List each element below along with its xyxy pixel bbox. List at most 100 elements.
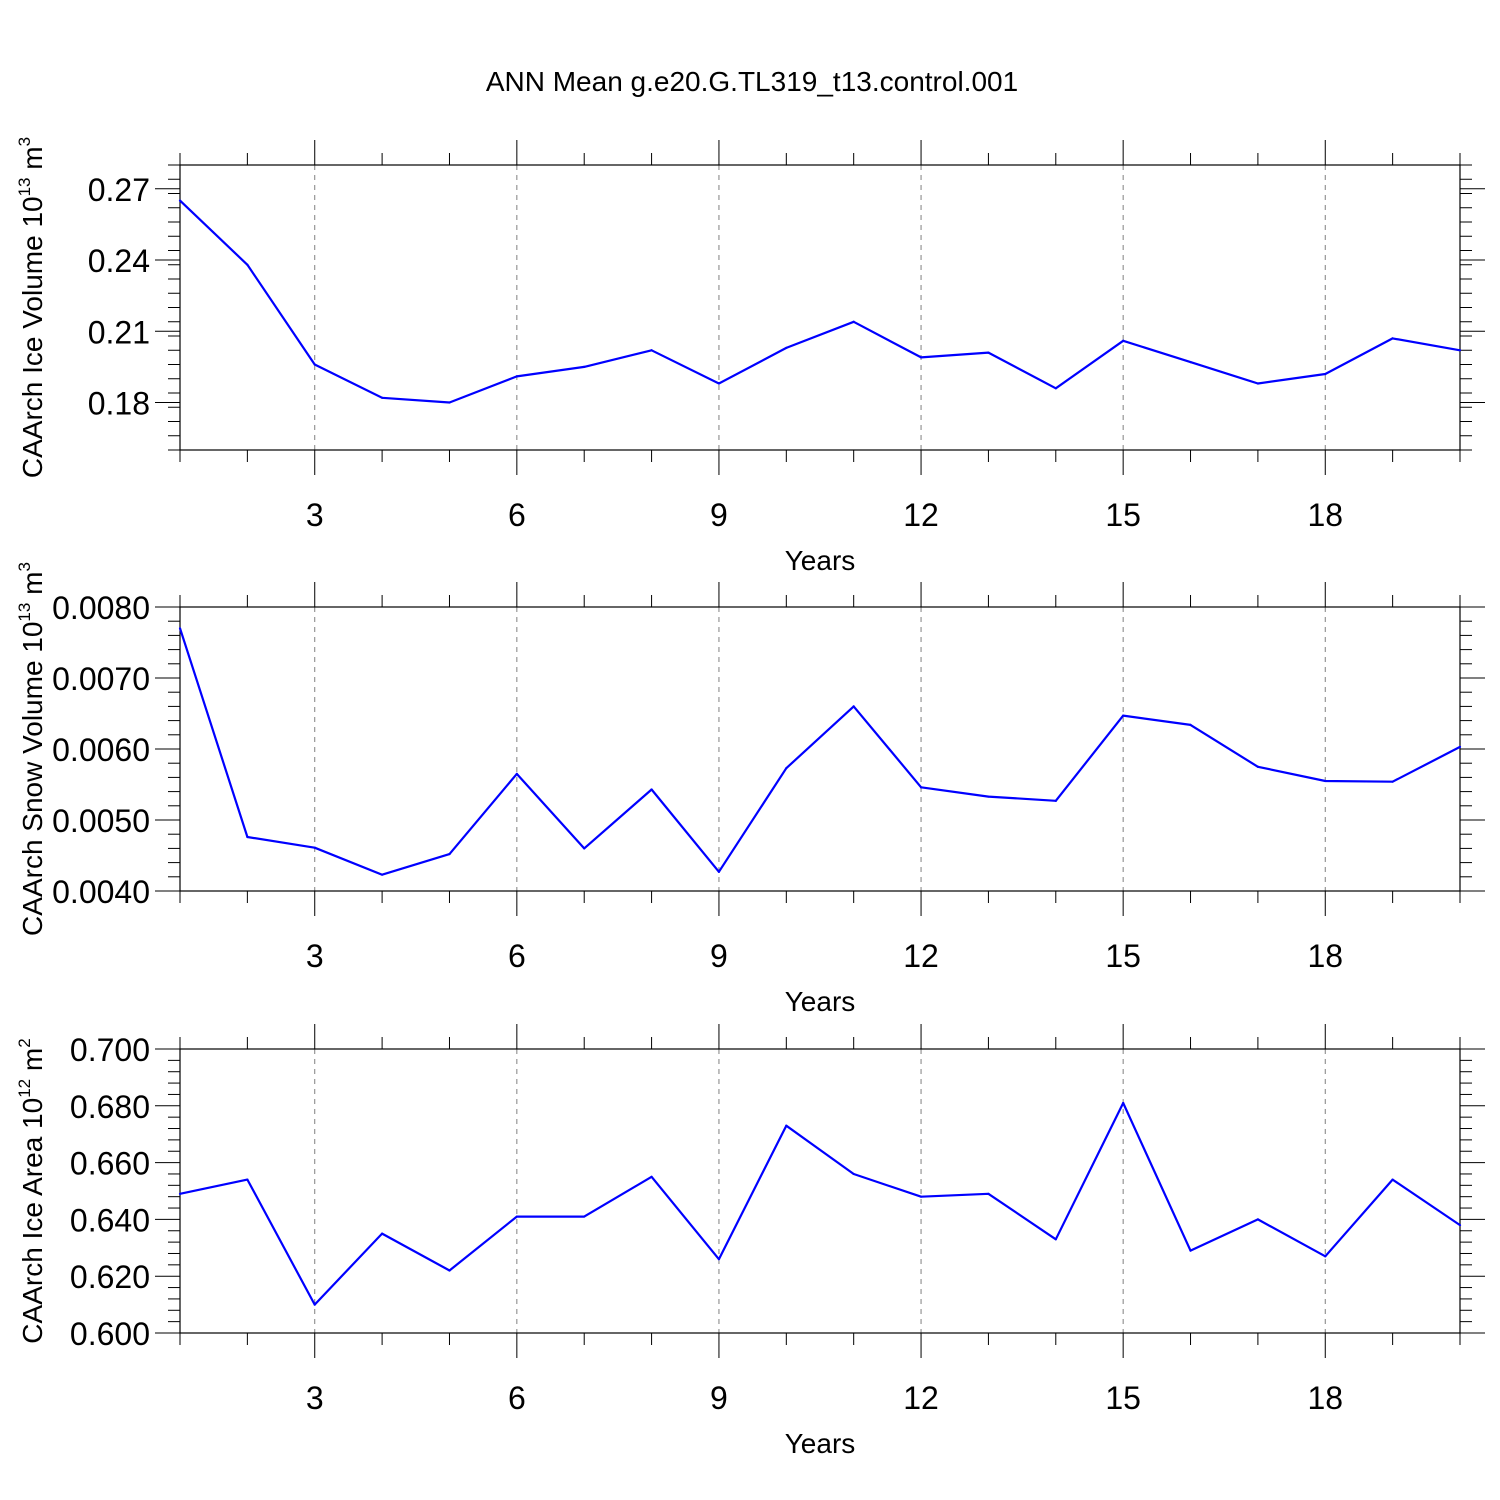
- y-tick-label: 0.18: [88, 386, 150, 422]
- data-point: [717, 382, 721, 385]
- data-point: [785, 767, 788, 770]
- data-point: [313, 1303, 316, 1306]
- x-tick-label: 6: [508, 1380, 526, 1416]
- y-tick-label: 0.0060: [52, 732, 150, 768]
- data-point: [1122, 1101, 1125, 1105]
- x-tick-label: 12: [903, 1380, 939, 1416]
- chart-panel-3: 3 6 9 12 15 18 0.600 0.620 0.640 0.660 0.680 0.700 Y…: [15, 1024, 1485, 1459]
- x-axis-label: Years: [785, 986, 856, 1017]
- y-axis-label: CAArch Snow Volume 1013 m3: [15, 562, 48, 936]
- data-point: [1324, 1255, 1327, 1258]
- y-axis-label: CAArch Ice Volume 1013 m3: [15, 137, 48, 478]
- data-point: [246, 835, 249, 839]
- x-tick-label: 15: [1105, 497, 1141, 533]
- series-line: [178, 627, 1461, 876]
- data-point: [987, 795, 990, 798]
- data-point: [1256, 765, 1259, 768]
- data-point: [1256, 1218, 1259, 1221]
- y-axis-label-part: 2: [15, 1038, 34, 1047]
- y-tick-label: 0.640: [70, 1202, 150, 1238]
- y-tick-label: 0.600: [70, 1316, 150, 1352]
- data-point: [1054, 387, 1057, 390]
- data-point: [852, 1172, 855, 1176]
- data-point: [785, 1124, 788, 1127]
- data-point: [515, 1215, 518, 1218]
- y-axis-label-part: m: [17, 146, 48, 177]
- data-point: [852, 320, 855, 323]
- data-point: [717, 870, 721, 873]
- chart-panel-1: 3 6 9 12 15 18 0.18 0.21 0.24 0.27 Years CAArch Ice…: [15, 137, 1485, 576]
- y-tick-label: 0.21: [88, 314, 150, 350]
- data-point: [1391, 337, 1394, 340]
- data-point: [515, 375, 518, 378]
- data-point: [515, 772, 518, 775]
- data-point: [1122, 339, 1125, 342]
- data-point: [919, 786, 923, 789]
- data-point: [1324, 779, 1327, 783]
- x-tick-label: 18: [1307, 938, 1343, 974]
- series-line: [179, 199, 1461, 404]
- data-point: [1458, 745, 1462, 748]
- y-axis-label-part: CAArch Snow Volume 10: [17, 622, 48, 936]
- x-tick-label: 18: [1307, 1380, 1343, 1416]
- y-axis-label-part: CAArch Ice Volume 10: [17, 196, 48, 478]
- x-tick-label: 18: [1307, 497, 1343, 533]
- x-tick-label: 6: [508, 938, 526, 974]
- series-line: [179, 1101, 1461, 1306]
- y-axis-label-part: 12: [15, 1079, 34, 1098]
- data-point: [1189, 1249, 1192, 1252]
- data-point: [785, 346, 788, 349]
- x-tick-label: 12: [903, 938, 939, 974]
- data-point: [178, 627, 182, 630]
- data-point: [583, 365, 586, 368]
- y-axis-label-part: 3: [15, 137, 34, 146]
- y-axis-label-part: m: [17, 1048, 48, 1079]
- data-point: [919, 1195, 923, 1198]
- x-tick-label: 3: [306, 1380, 324, 1416]
- x-tick-label: 3: [306, 938, 324, 974]
- plot-frame: [179, 164, 1461, 451]
- data-point: [246, 263, 249, 266]
- data-point: [650, 788, 653, 791]
- x-tick-label: 6: [508, 497, 526, 533]
- data-point: [178, 1192, 182, 1195]
- y-tick-label: 0.0080: [52, 590, 150, 626]
- y-tick-label: 0.0070: [52, 661, 150, 697]
- chart-panel-2: 3 6 9 12 15 18 0.0040 0.0050 0.0060 0.0070 0.0080 Y…: [15, 562, 1485, 1017]
- data-point: [246, 1178, 249, 1181]
- data-point: [313, 363, 316, 366]
- data-point: [381, 396, 384, 399]
- data-point: [1054, 1238, 1057, 1241]
- data-point: [852, 705, 855, 708]
- data-point: [178, 199, 182, 202]
- data-point: [1458, 349, 1462, 352]
- data-point: [1189, 723, 1192, 726]
- data-point: [1391, 780, 1394, 783]
- data-point: [583, 1215, 586, 1218]
- chart-title: ANN Mean g.e20.G.TL319_t13.control.001: [486, 66, 1018, 97]
- y-axis-label-part: 3: [15, 562, 34, 571]
- y-tick-label: 0.0050: [52, 803, 150, 839]
- data-point: [1391, 1178, 1394, 1181]
- data-point: [1189, 361, 1192, 364]
- data-point: [448, 852, 451, 856]
- y-tick-label: 0.660: [70, 1146, 150, 1182]
- data-point: [717, 1258, 721, 1261]
- x-tick-label: 12: [903, 497, 939, 533]
- chart-panels: 3 6 9 12 15 18 0.18 0.21 0.24 0.27 Years CAArch Ice…: [15, 137, 1485, 1459]
- x-tick-label: 9: [710, 497, 728, 533]
- y-tick-label: 0.27: [88, 172, 150, 208]
- x-tick-label: 15: [1105, 938, 1141, 974]
- y-axis-label: CAArch Ice Area 1012 m2: [15, 1038, 48, 1343]
- x-tick-label: 9: [710, 1380, 728, 1416]
- data-point: [448, 401, 451, 404]
- y-tick-label: 0.24: [88, 243, 150, 279]
- data-point: [1324, 372, 1327, 376]
- y-axis-label-part: 13: [15, 603, 34, 622]
- data-point: [583, 847, 586, 850]
- y-axis-label-part: 13: [15, 177, 34, 196]
- data-point: [313, 846, 316, 849]
- y-axis-label-part: CAArch Ice Area 10: [17, 1098, 48, 1344]
- data-point: [1054, 799, 1057, 802]
- plot-frame: [179, 606, 1461, 892]
